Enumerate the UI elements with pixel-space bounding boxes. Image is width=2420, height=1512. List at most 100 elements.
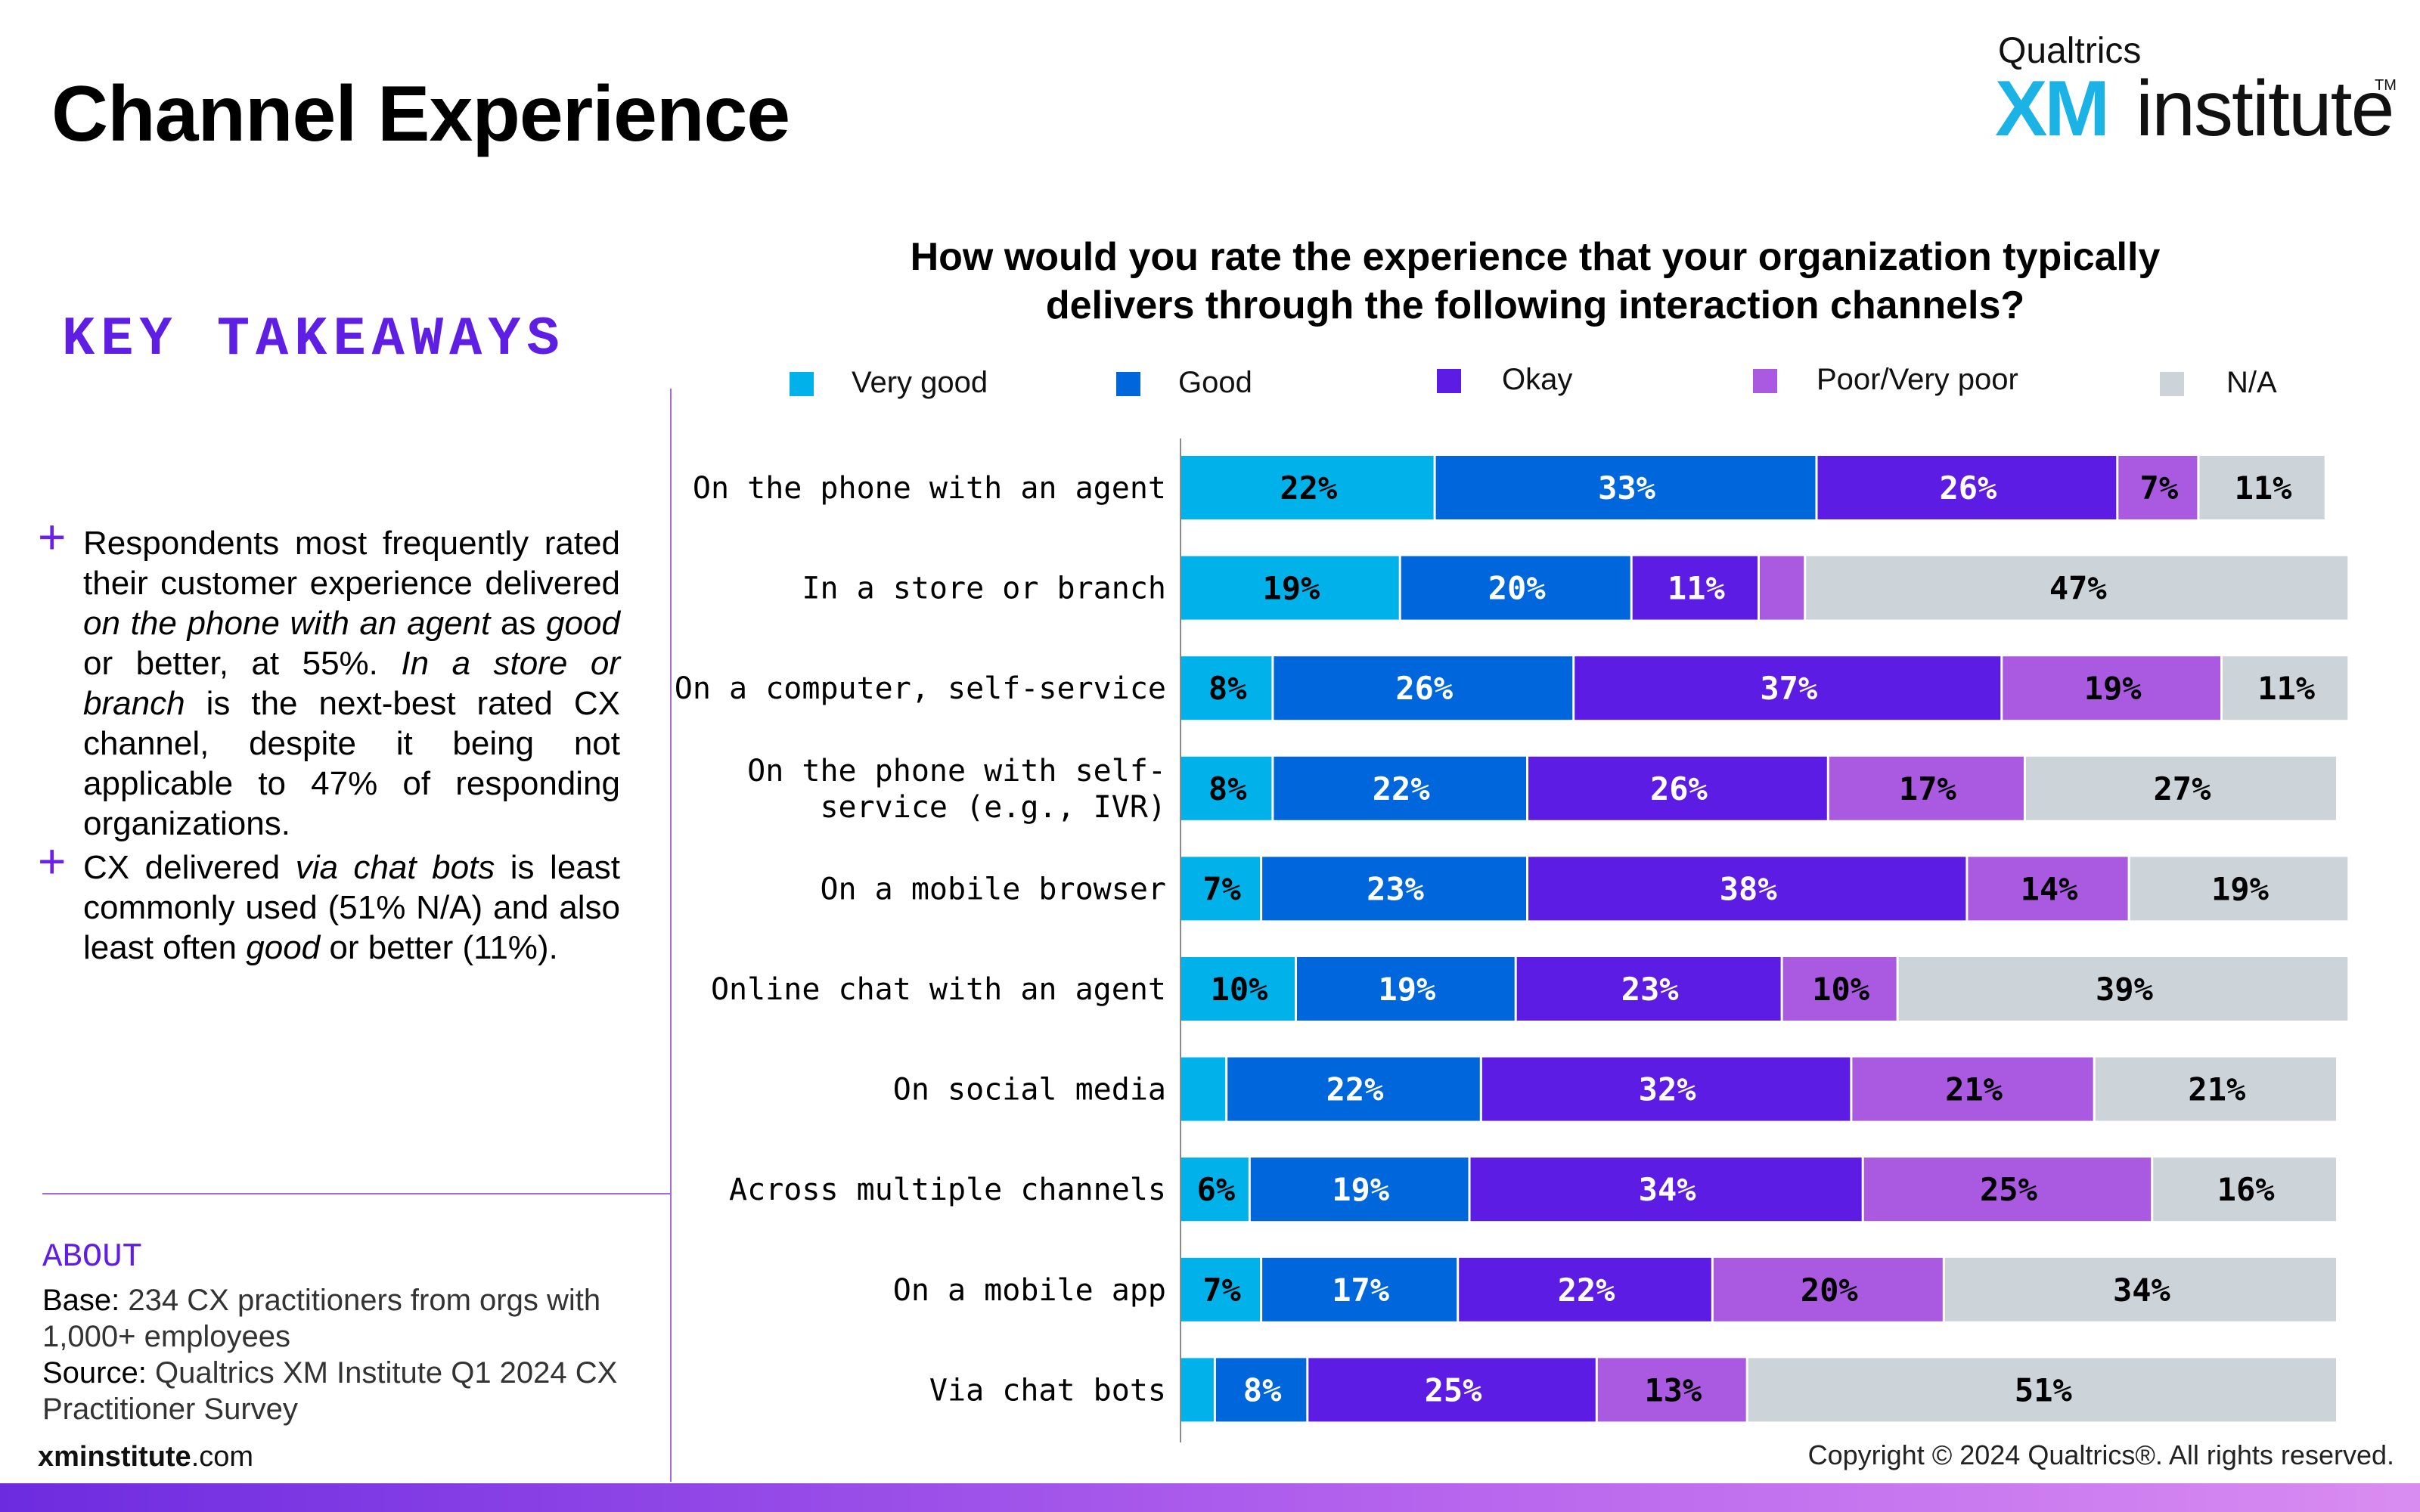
bar-segment-on-a-computer-self-service-good bbox=[1274, 656, 1573, 720]
category-label-on-social-media: On social media bbox=[893, 1073, 1166, 1108]
legend-swatch-okay bbox=[1437, 369, 1461, 393]
data-label-on-a-computer-self-service-n-a: 11% bbox=[2257, 670, 2315, 707]
data-label-on-the-phone-with-self-service-e-g-ivr-n-a: 27% bbox=[2154, 770, 2211, 807]
data-label-on-the-phone-with-self-service-e-g-ivr-very-good: 8% bbox=[1208, 770, 1247, 807]
data-label-on-the-phone-with-an-agent-n-a: 11% bbox=[2235, 469, 2292, 507]
bar-segment-on-a-computer-self-service-n-a bbox=[2223, 656, 2348, 720]
legend-label-poor: Poor/Very poor bbox=[1817, 363, 2018, 396]
data-label-online-chat-with-an-agent-okay: 23% bbox=[1621, 971, 1679, 1008]
data-label-on-a-mobile-app-poor-very-poor: 20% bbox=[1801, 1272, 1858, 1309]
data-label-on-a-mobile-browser-okay: 38% bbox=[1720, 870, 1777, 907]
data-label-across-multiple-channels-very-good: 6% bbox=[1197, 1171, 1236, 1208]
chart-title: How would you rate the experience that y… bbox=[877, 233, 2193, 330]
category-label-on-the-phone-with-self-service-e-g-ivr-line-1: On the phone with self- bbox=[747, 754, 1166, 789]
data-label-online-chat-with-an-agent-poor-very-poor: 10% bbox=[1812, 971, 1869, 1008]
data-label-on-the-phone-with-self-service-e-g-ivr-good: 22% bbox=[1373, 770, 1430, 807]
data-label-on-a-mobile-browser-poor-very-poor: 14% bbox=[2021, 870, 2078, 907]
data-label-on-a-mobile-browser-good: 23% bbox=[1367, 870, 1424, 907]
data-label-across-multiple-channels-good: 19% bbox=[1332, 1171, 1389, 1208]
data-label-via-chat-bots-n-a: 51% bbox=[2015, 1371, 2072, 1408]
site-url[interactable]: xminstitute.com bbox=[38, 1441, 254, 1473]
data-label-on-the-phone-with-an-agent-good: 33% bbox=[1598, 469, 1655, 507]
bar-segment-via-chat-bots-okay bbox=[1308, 1358, 1596, 1422]
bar-segment-on-a-computer-self-service-poor-very-poor bbox=[2003, 656, 2220, 720]
data-label-online-chat-with-an-agent-good: 19% bbox=[1378, 971, 1435, 1008]
legend-swatch-na bbox=[2160, 372, 2184, 396]
bar-segment-on-a-mobile-browser-okay bbox=[1528, 857, 1966, 921]
bar-segment-on-the-phone-with-self-service-e-g-ivr-poor-very-poor bbox=[1829, 756, 2024, 820]
takeaway-2: + CX delivered via chat bots is least co… bbox=[38, 837, 620, 968]
bar-segment-in-a-store-or-branch-very-good bbox=[1181, 556, 1399, 620]
bar-segment-in-a-store-or-branch-okay bbox=[1632, 556, 1758, 620]
data-label-online-chat-with-an-agent-n-a: 39% bbox=[2096, 971, 2153, 1008]
data-label-on-a-mobile-app-good: 17% bbox=[1332, 1272, 1389, 1309]
data-label-on-a-mobile-app-okay: 22% bbox=[1558, 1272, 1615, 1309]
category-label-on-a-mobile-browser: On a mobile browser bbox=[820, 872, 1166, 906]
data-label-on-the-phone-with-self-service-e-g-ivr-okay: 26% bbox=[1650, 770, 1708, 807]
bar-segment-on-social-media-poor-very-poor bbox=[1852, 1057, 2093, 1121]
bar-segment-across-multiple-channels-okay bbox=[1470, 1157, 1862, 1222]
bar-segment-across-multiple-channels-good bbox=[1250, 1157, 1469, 1222]
bar-segment-on-social-media-okay bbox=[1481, 1057, 1851, 1121]
bar-segment-on-social-media-good bbox=[1227, 1057, 1480, 1121]
data-label-on-a-mobile-browser-n-a: 19% bbox=[2211, 870, 2269, 907]
bar-segment-in-a-store-or-branch-good bbox=[1401, 556, 1630, 620]
logo-qualtrics-text: Qualtrics bbox=[1998, 31, 2142, 71]
data-label-in-a-store-or-branch-very-good: 19% bbox=[1262, 570, 1320, 607]
xm-institute-logo: Qualtrics XM institute TM bbox=[1957, 30, 2397, 148]
bar-segment-via-chat-bots-n-a bbox=[1748, 1358, 2336, 1422]
bar-segment-on-a-mobile-browser-good bbox=[1262, 857, 1526, 921]
data-label-via-chat-bots-good: 8% bbox=[1243, 1371, 1282, 1408]
chart-title-line-2: delivers through the following interacti… bbox=[1045, 284, 2025, 327]
bar-segment-on-a-computer-self-service-very-good bbox=[1181, 656, 1272, 720]
data-label-on-social-media-good: 22% bbox=[1326, 1071, 1384, 1108]
bar-segment-on-the-phone-with-an-agent-good bbox=[1435, 456, 1816, 519]
legend-label-very-good: Very good bbox=[852, 366, 988, 399]
data-label-on-a-computer-self-service-good: 26% bbox=[1395, 670, 1453, 707]
takeaway-1: + Respondents most frequently rated thei… bbox=[38, 513, 620, 844]
category-label-on-a-computer-self-service: On a computer, self-service bbox=[675, 671, 1166, 706]
data-label-across-multiple-channels-poor-very-poor: 25% bbox=[1980, 1171, 2037, 1208]
category-label-across-multiple-channels: Across multiple channels bbox=[729, 1173, 1166, 1207]
bar-segment-via-chat-bots-good bbox=[1215, 1358, 1307, 1422]
data-label-on-the-phone-with-an-agent-very-good: 22% bbox=[1280, 469, 1337, 507]
copyright: Copyright © 2024 Qualtrics®. All rights … bbox=[1807, 1439, 2394, 1470]
bar-segment-online-chat-with-an-agent-okay bbox=[1516, 957, 1781, 1021]
horizontal-divider bbox=[42, 1193, 670, 1194]
bar-segment-on-the-phone-with-self-service-e-g-ivr-good bbox=[1274, 756, 1526, 820]
plus-icon: + bbox=[38, 834, 67, 888]
category-label-on-a-mobile-app: On a mobile app bbox=[893, 1273, 1166, 1308]
bar-segment-on-a-mobile-app-very-good bbox=[1181, 1257, 1261, 1321]
category-label-in-a-store-or-branch: In a store or branch bbox=[802, 572, 1166, 606]
bar-segment-online-chat-with-an-agent-very-good bbox=[1181, 957, 1295, 1021]
bar-segment-across-multiple-channels-n-a bbox=[2153, 1157, 2336, 1222]
logo-xm-text: XM bbox=[1995, 65, 2110, 153]
chart-title-line-1: How would you rate the experience that y… bbox=[910, 235, 2161, 279]
about-source: Source: Qualtrics XM Institute Q1 2024 C… bbox=[42, 1356, 618, 1426]
data-label-on-a-mobile-app-very-good: 7% bbox=[1202, 1272, 1241, 1309]
bar-segment-on-a-mobile-browser-n-a bbox=[2130, 857, 2348, 921]
data-label-across-multiple-channels-okay: 34% bbox=[1639, 1171, 1696, 1208]
category-label-via-chat-bots: Via chat bots bbox=[929, 1373, 1166, 1408]
data-label-on-a-computer-self-service-okay: 37% bbox=[1760, 670, 1817, 707]
logo-institute-text: institute bbox=[2136, 65, 2394, 153]
bar-segment-in-a-store-or-branch-n-a bbox=[1806, 556, 2348, 620]
bar-segment-on-the-phone-with-self-service-e-g-ivr-very-good bbox=[1181, 756, 1272, 820]
bar-segment-on-a-mobile-browser-poor-very-poor bbox=[1968, 857, 2128, 921]
data-label-online-chat-with-an-agent-very-good: 10% bbox=[1211, 971, 1268, 1008]
bar-segment-on-the-phone-with-self-service-e-g-ivr-okay bbox=[1528, 756, 1827, 820]
bar-segment-on-the-phone-with-an-agent-very-good bbox=[1181, 456, 1434, 519]
data-label-via-chat-bots-poor-very-poor: 13% bbox=[1644, 1371, 1702, 1408]
bar-segment-on-the-phone-with-an-agent-poor-very-poor bbox=[2118, 456, 2198, 519]
data-label-in-a-store-or-branch-good: 20% bbox=[1488, 570, 1546, 607]
bar-segment-on-a-mobile-browser-very-good bbox=[1181, 857, 1261, 921]
bar-segment-via-chat-bots-very-good bbox=[1181, 1358, 1214, 1422]
data-label-on-the-phone-with-self-service-e-g-ivr-poor-very-poor: 17% bbox=[1899, 770, 1956, 807]
bar-segment-on-social-media-n-a bbox=[2095, 1057, 2336, 1121]
legend-swatch-very-good bbox=[790, 372, 814, 396]
bar-segment-on-a-mobile-app-okay bbox=[1459, 1257, 1711, 1321]
legend-swatch-poor bbox=[1753, 369, 1777, 393]
bar-segment-on-a-mobile-app-n-a bbox=[1944, 1257, 2336, 1321]
about-title: ABOUT bbox=[42, 1238, 143, 1276]
